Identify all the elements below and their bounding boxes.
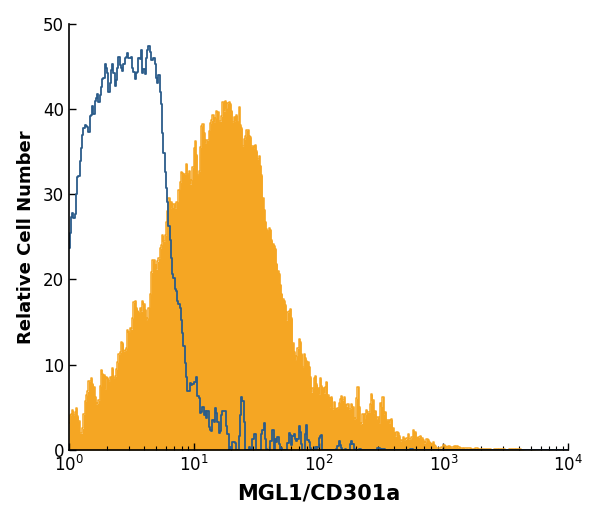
Y-axis label: Relative Cell Number: Relative Cell Number <box>17 130 35 344</box>
X-axis label: MGL1/CD301a: MGL1/CD301a <box>237 483 400 503</box>
